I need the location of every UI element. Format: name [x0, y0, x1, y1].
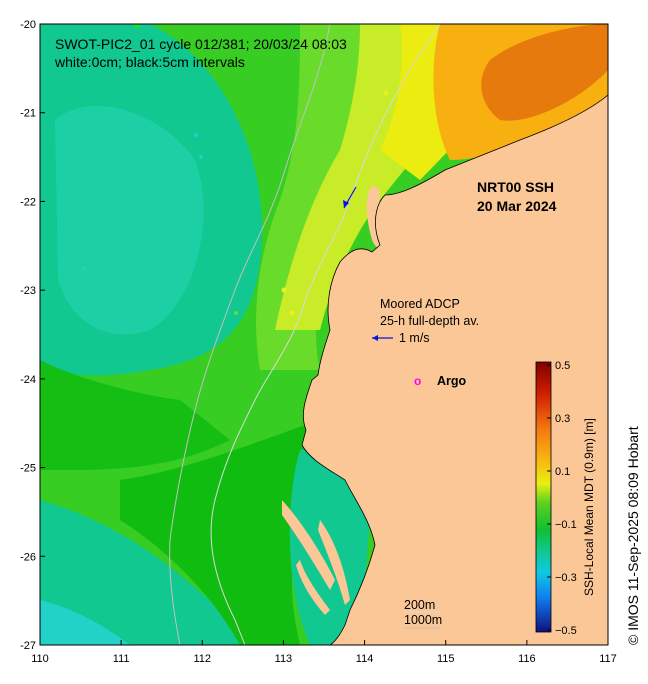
- float-marker: [199, 155, 203, 159]
- ssh-contour-cyan-southwest: [40, 600, 130, 645]
- float-marker: [289, 310, 295, 316]
- isobath-1000m: [169, 24, 331, 645]
- y-tick-label: -26: [20, 551, 36, 563]
- colorbar-tick-label: −0.3: [555, 572, 577, 584]
- title-line-2: white:0cm; black:5cm intervals: [54, 54, 245, 70]
- colorbar: [535, 361, 552, 633]
- colorbar-tick-label: 0.3: [555, 413, 570, 425]
- x-tick-label: 113: [275, 653, 293, 665]
- colorbar-tick-label: −0.1: [555, 519, 577, 531]
- ssh-contour-green-dark-west: [40, 360, 230, 470]
- y-tick-label: -25: [20, 463, 36, 475]
- isobath-1000m-label: 1000m: [404, 613, 442, 627]
- product-label: NRT00 SSH: [477, 179, 554, 195]
- isobath-200m: [210, 24, 441, 645]
- x-tick-label: 116: [518, 653, 536, 665]
- ssh-contour-green-south: [120, 420, 330, 645]
- adcp-scale-arrowhead: [372, 335, 378, 341]
- x-tick-label: 110: [31, 653, 49, 665]
- x-axis: 110 111 112 113 114 115 116 117: [31, 640, 617, 665]
- land-shark-bay-peninsula-1: [282, 500, 335, 590]
- ssh-contour-orange-dark: [481, 24, 608, 121]
- float-marker: [134, 24, 140, 28]
- y-axis: -20 -21 -22 -23 -24 -25 -26 -27: [20, 19, 45, 652]
- land-dirk-hartog-island: [296, 560, 330, 615]
- x-tick-label: 111: [113, 653, 130, 665]
- credit-text: © IMOS 11-Sep-2025 08:09 Hobart: [625, 426, 641, 645]
- ssh-contour-teal-core: [55, 105, 204, 335]
- y-tick-label: -27: [20, 640, 36, 652]
- map-plot-area: [40, 24, 608, 645]
- colorbar-ticks: 0.5 0.3 0.1 −0.1 −0.3 −0.5: [547, 360, 577, 637]
- float-marker: [281, 287, 287, 293]
- adcp-sublabel: 25-h full-depth av.: [380, 314, 479, 328]
- adcp-label: Moored ADCP: [380, 297, 460, 311]
- colorbar-tick-label: 0.1: [555, 466, 570, 478]
- land-exmouth-peninsula: [366, 185, 388, 250]
- float-marker: [383, 90, 389, 96]
- float-marker: [194, 133, 198, 137]
- y-tick-label: -21: [20, 108, 36, 120]
- x-tick-label: 112: [194, 653, 212, 665]
- product-date: 20 Mar 2024: [477, 198, 557, 214]
- title-line-1: SWOT-PIC2_01 cycle 012/381; 20/03/24 08:…: [55, 36, 347, 52]
- adcp-velocity-arrowhead: [343, 200, 349, 208]
- y-tick-label: -20: [20, 19, 36, 31]
- land-shark-bay-peninsula-2: [318, 520, 350, 605]
- y-tick-label: -23: [20, 285, 36, 297]
- y-tick-label: -24: [20, 374, 36, 386]
- argo-label: Argo: [437, 374, 467, 388]
- argo-marker: o: [414, 374, 421, 388]
- x-tick-label: 117: [599, 653, 617, 665]
- isobath-200m-label: 200m: [404, 598, 435, 612]
- plot-frame: [39, 23, 609, 646]
- colorbar-tick-label: −0.5: [555, 625, 577, 637]
- x-tick-label: 115: [437, 653, 455, 665]
- coastline: [301, 94, 608, 645]
- adcp-scale-label: 1 m/s: [399, 331, 430, 345]
- float-marker: [234, 311, 238, 315]
- x-tick-label: 114: [356, 653, 374, 665]
- colorbar-tick-label: 0.5: [555, 360, 570, 372]
- float-marker: [82, 267, 86, 271]
- y-tick-label: -22: [20, 196, 36, 208]
- ssh-contour-teal-southwest: [40, 500, 240, 645]
- colorbar-label: SSH-Local Mean MDT (0.9m) [m]: [582, 418, 596, 596]
